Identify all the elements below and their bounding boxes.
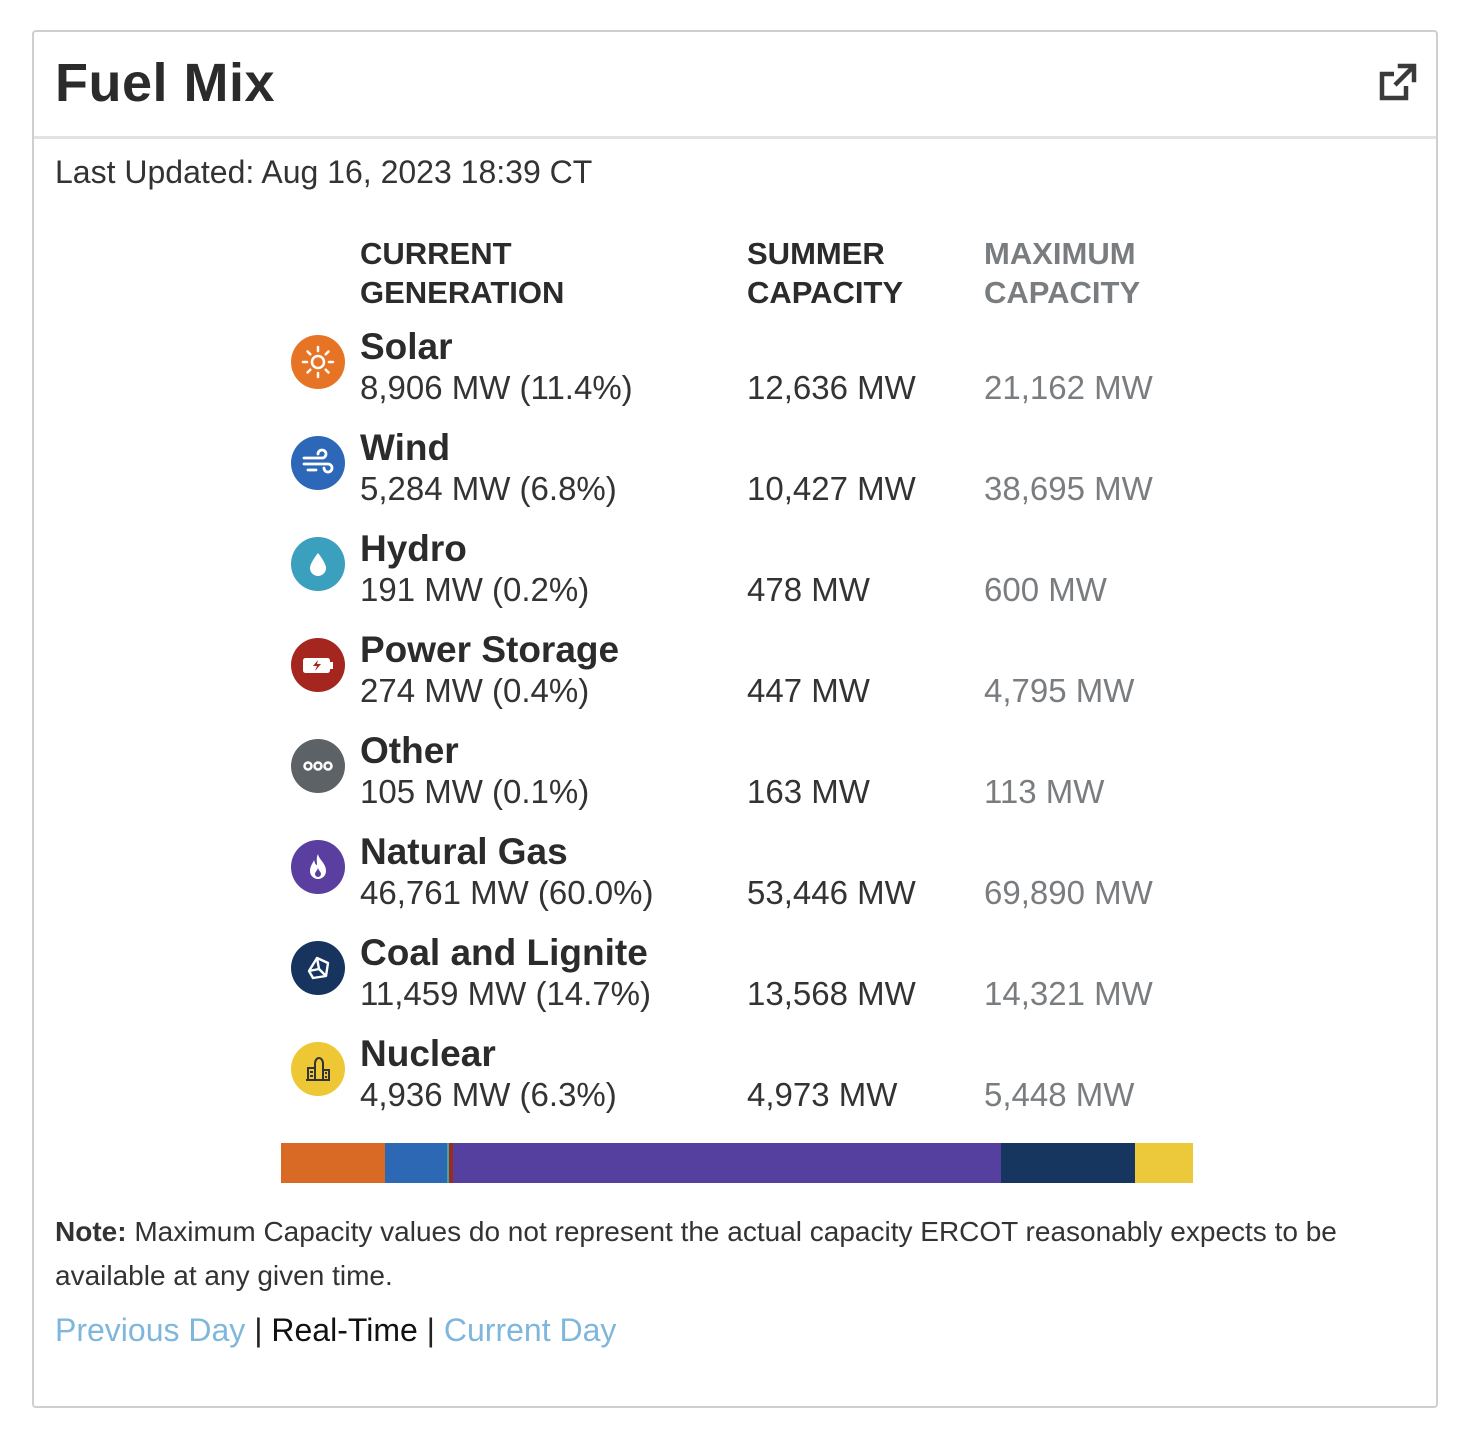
column-header-line: MAXIMUM <box>984 236 1136 271</box>
fuel-row-wind: Wind 5,284 MW (6.8%) 10,427 MW 38,695 MW <box>34 427 1436 533</box>
mix-bar-segment-power-storage <box>448 1143 453 1183</box>
fuel-name: Solar <box>360 326 453 367</box>
real-time-link[interactable]: Real-Time <box>271 1312 418 1348</box>
current-generation-value: 4,936 MW (6.3%) <box>360 1076 617 1113</box>
column-header-line: CAPACITY <box>747 275 904 310</box>
fuel-row-other: Other 105 MW (0.1%) 163 MW 113 MW <box>34 730 1436 836</box>
maximum-capacity-value: 5,448 MW <box>984 1076 1135 1113</box>
current-generation-value: 105 MW (0.1%) <box>360 773 590 810</box>
maximum-capacity-value: 4,795 MW <box>984 672 1135 709</box>
column-header-line: GENERATION <box>360 275 565 310</box>
current-generation-value: 274 MW (0.4%) <box>360 672 590 709</box>
mix-bar-segment-nuclear <box>1135 1143 1193 1183</box>
fuel-mix-card: Fuel Mix Last Updated: Aug 16, 2023 18:3… <box>32 30 1438 1408</box>
maximum-capacity-value: 600 MW <box>984 571 1107 608</box>
previous-day-link[interactable]: Previous Day <box>55 1312 246 1348</box>
summer-capacity-value: 4,973 MW <box>747 1076 898 1113</box>
external-link-icon[interactable] <box>1376 60 1420 104</box>
column-header-current-generation: CURRENT GENERATION <box>360 234 564 312</box>
fuel-name: Hydro <box>360 528 467 569</box>
summer-capacity-value: 53,446 MW <box>747 874 916 911</box>
fuel-mix-bar <box>281 1143 1193 1183</box>
current-generation-value: 5,284 MW (6.8%) <box>360 470 617 507</box>
summer-capacity-value: 478 MW <box>747 571 870 608</box>
fuel-row-natural-gas: Natural Gas 46,761 MW (60.0%) 53,446 MW … <box>34 831 1436 937</box>
last-updated: Last Updated: Aug 16, 2023 18:39 CT <box>55 154 593 190</box>
summer-capacity-value: 12,636 MW <box>747 369 916 406</box>
current-generation-value: 191 MW (0.2%) <box>360 571 590 608</box>
column-header-line: SUMMER <box>747 236 885 271</box>
fuel-name: Wind <box>360 427 451 468</box>
flame-icon <box>291 840 345 894</box>
summer-capacity-value: 163 MW <box>747 773 870 810</box>
current-generation-value: 8,906 MW (11.4%) <box>360 369 633 406</box>
summer-capacity-value: 10,427 MW <box>747 470 916 507</box>
column-header-summer-capacity: SUMMER CAPACITY <box>747 234 903 312</box>
current-generation-value: 11,459 MW (14.7%) <box>360 975 652 1012</box>
coal-icon <box>291 941 345 995</box>
card-header: Fuel Mix <box>34 32 1436 139</box>
note-text: Maximum Capacity values do not represent… <box>55 1216 1337 1291</box>
column-header-line: CAPACITY <box>984 275 1141 310</box>
maximum-capacity-value: 113 MW <box>984 773 1105 810</box>
summer-capacity-value: 13,568 MW <box>747 975 916 1012</box>
column-header-line: CURRENT <box>360 236 512 271</box>
nav-separator: | <box>417 1312 444 1348</box>
fuel-name: Power Storage <box>360 629 620 670</box>
maximum-capacity-value: 38,695 MW <box>984 470 1153 507</box>
maximum-capacity-value: 69,890 MW <box>984 874 1153 911</box>
column-header-maximum-capacity: MAXIMUM CAPACITY <box>984 234 1140 312</box>
fuel-name: Natural Gas <box>360 831 568 872</box>
more-dots-icon <box>291 739 345 793</box>
wind-icon <box>291 436 345 490</box>
nuclear-plant-icon <box>291 1042 345 1096</box>
fuel-row-solar: Solar 8,906 MW (11.4%) 12,636 MW 21,162 … <box>34 326 1436 432</box>
mix-bar-segment-other <box>452 1143 454 1183</box>
note: Note: Maximum Capacity values do not rep… <box>55 1210 1415 1298</box>
maximum-capacity-value: 14,321 MW <box>984 975 1153 1012</box>
fuel-row-coal-and-lignite: Coal and Lignite 11,459 MW (14.7%) 13,56… <box>34 932 1436 1038</box>
maximum-capacity-value: 21,162 MW <box>984 369 1153 406</box>
fuel-row-power-storage: Power Storage 274 MW (0.4%) 447 MW 4,795… <box>34 629 1436 735</box>
mix-bar-segment-wind <box>385 1143 448 1183</box>
fuel-row-hydro: Hydro 191 MW (0.2%) 478 MW 600 MW <box>34 528 1436 634</box>
fuel-name: Other <box>360 730 459 771</box>
water-drop-icon <box>291 537 345 591</box>
mix-bar-segment-coal-and-lignite <box>1001 1143 1136 1183</box>
fuel-row-nuclear: Nuclear 4,936 MW (6.3%) 4,973 MW 5,448 M… <box>34 1033 1436 1139</box>
mix-bar-segment-hydro <box>447 1143 449 1183</box>
summer-capacity-value: 447 MW <box>747 672 870 709</box>
sun-icon <box>291 335 345 389</box>
current-generation-value: 46,761 MW (60.0%) <box>360 874 654 911</box>
fuel-name: Coal and Lignite <box>360 932 648 973</box>
battery-icon <box>291 638 345 692</box>
fuel-name: Nuclear <box>360 1033 496 1074</box>
mix-bar-segment-natural-gas <box>453 1143 1002 1183</box>
nav-separator: | <box>245 1312 272 1348</box>
note-label: Note: <box>55 1216 127 1247</box>
mix-bar-segment-solar <box>281 1143 386 1183</box>
card-title: Fuel Mix <box>55 53 276 113</box>
time-nav: Previous Day | Real-Time | Current Day <box>55 1312 616 1349</box>
current-day-link[interactable]: Current Day <box>443 1312 617 1348</box>
